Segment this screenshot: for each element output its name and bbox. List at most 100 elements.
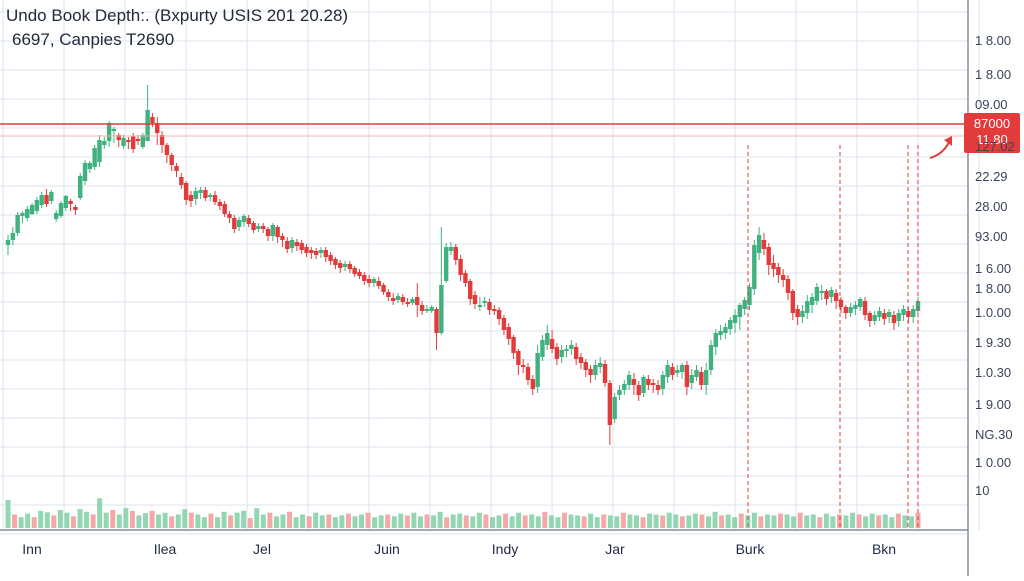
price-line-label: 11.80: [976, 132, 1008, 147]
candle-body: [270, 225, 276, 236]
volume-bar: [830, 516, 836, 528]
volume-bar: [457, 513, 463, 528]
candle-body: [58, 203, 64, 216]
candle-body: [357, 272, 362, 276]
candle-body: [140, 135, 146, 147]
candle-body: [275, 227, 280, 237]
y-tick-label: 10: [975, 483, 989, 498]
candle-body: [708, 345, 714, 370]
volume-bar: [778, 513, 784, 528]
candle-body: [39, 195, 44, 205]
volume-bar: [5, 500, 11, 528]
candle-body: [660, 375, 666, 389]
candle-body: [703, 370, 709, 385]
volume-bar: [463, 515, 469, 528]
volume-bar: [241, 510, 247, 528]
candle-body: [829, 290, 834, 297]
candle-body: [559, 350, 564, 357]
volume-bar: [719, 515, 725, 528]
candle-body: [463, 273, 468, 283]
candle-body: [805, 301, 810, 313]
candle-body: [25, 209, 30, 218]
candle-body: [15, 215, 20, 233]
volume-bar: [706, 516, 712, 528]
candle-body: [814, 287, 820, 301]
candle-body: [82, 163, 88, 181]
y-tick-label: 1 9.00: [975, 397, 1011, 412]
volume-bar: [175, 514, 181, 528]
volume-bar: [817, 517, 823, 528]
volume-bar: [156, 514, 162, 528]
candle-body: [728, 320, 733, 329]
volume-bar: [568, 514, 574, 528]
candle-body: [87, 163, 93, 169]
candle-body: [732, 315, 738, 323]
candle-body: [607, 383, 613, 425]
volume-bar: [254, 508, 260, 528]
volume-bar: [876, 515, 882, 528]
volume-bar: [84, 511, 90, 528]
chart-title: Undo Book Depth:. (Bxpurty USIS 201 20.2…: [6, 6, 349, 25]
candle-body: [386, 292, 391, 297]
volume-bar: [136, 515, 142, 528]
candle-body: [232, 218, 237, 229]
volume-bar: [234, 512, 240, 528]
candle-body: [718, 331, 723, 335]
candle-body: [106, 123, 112, 141]
candle-body: [116, 135, 121, 140]
volume-bar: [908, 516, 914, 528]
candle-body: [10, 233, 16, 240]
candle-body: [111, 129, 117, 131]
y-tick-label: 1.0.30: [975, 365, 1011, 380]
candle-body: [506, 327, 511, 339]
candle-body: [29, 205, 35, 214]
candle-body: [304, 247, 309, 253]
volume-bar: [70, 516, 76, 528]
volume-bar: [470, 516, 476, 528]
candle-body: [198, 190, 203, 193]
volume-bar: [391, 516, 397, 528]
volume-bar: [431, 515, 437, 528]
candle-body: [487, 302, 492, 310]
volume-bar: [810, 514, 816, 528]
y-tick-label: 127.02: [975, 139, 1015, 154]
candle-body: [415, 297, 420, 305]
volume-bar: [90, 514, 96, 528]
volume-bar: [64, 512, 70, 528]
candle-body: [520, 365, 526, 367]
candle-body: [381, 285, 386, 292]
candle-body: [150, 117, 155, 123]
candle-body: [395, 296, 401, 300]
candle-body: [858, 299, 863, 307]
volume-bar: [339, 515, 345, 528]
volume-bar: [581, 516, 587, 528]
x-tick-label: Inn: [22, 541, 41, 557]
candle-body: [650, 383, 656, 385]
volume-bar: [869, 513, 875, 528]
candle-body: [256, 226, 261, 229]
y-tick-label: 1 8.00: [975, 67, 1011, 82]
volume-bar: [771, 515, 777, 528]
candle-body: [723, 327, 728, 333]
candle-body: [501, 318, 507, 330]
y-tick-label: 09.00: [975, 97, 1008, 112]
candle-body: [241, 216, 247, 222]
volume-bar: [332, 517, 338, 528]
volume-bar: [764, 514, 770, 528]
volume-bar: [378, 515, 384, 528]
candle-body: [496, 310, 502, 319]
volume-bar: [287, 511, 293, 528]
candle-body: [482, 301, 487, 303]
candle-body: [617, 390, 622, 395]
volume-bar: [712, 511, 718, 528]
candle-body: [761, 240, 767, 249]
volume-bar: [97, 498, 103, 528]
volume-bar: [535, 516, 541, 528]
candle-body: [713, 333, 718, 347]
candle-body: [583, 362, 588, 370]
candle-body: [338, 263, 343, 268]
volume-bar: [850, 512, 856, 528]
volume-bar: [18, 517, 24, 528]
candle-body: [752, 245, 757, 289]
volume-bar: [359, 514, 365, 528]
